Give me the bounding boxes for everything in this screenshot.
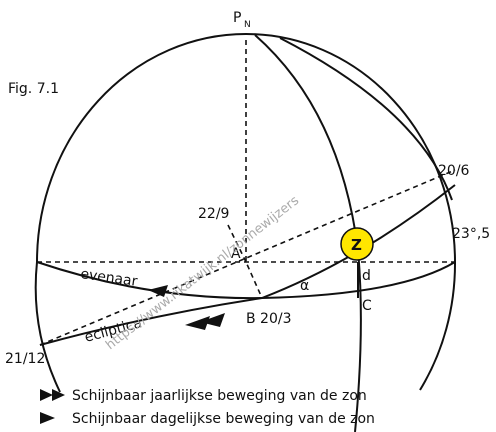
label: C bbox=[362, 298, 372, 314]
diagram: P N Fig. 7.1 20/6 22/9 A Z 23°,5 d evena… bbox=[0, 0, 496, 432]
legend-text: Schijnbaar dagelijkse beweging van de zo… bbox=[72, 411, 375, 427]
label: evenaar bbox=[79, 266, 138, 290]
figure-label: Fig. 7.1 bbox=[8, 81, 59, 97]
label: B 20/3 bbox=[246, 311, 292, 327]
meridian-2 bbox=[280, 38, 452, 200]
legend-arrow bbox=[40, 389, 53, 401]
label: N bbox=[244, 20, 251, 30]
label: 23°,5 bbox=[452, 226, 490, 242]
label: d bbox=[362, 268, 371, 284]
legend-text: Schijnbaar jaarlijkse beweging van de zo… bbox=[72, 388, 367, 404]
sphere-left bbox=[36, 262, 60, 392]
axis-line bbox=[246, 40, 262, 298]
label: Z bbox=[351, 236, 362, 254]
legend-arrow bbox=[40, 412, 55, 424]
label: 22/9 bbox=[198, 206, 229, 222]
label: 20/6 bbox=[438, 163, 470, 179]
label: P bbox=[233, 10, 241, 26]
label: α bbox=[300, 278, 309, 294]
label: 21/12 bbox=[5, 351, 45, 367]
